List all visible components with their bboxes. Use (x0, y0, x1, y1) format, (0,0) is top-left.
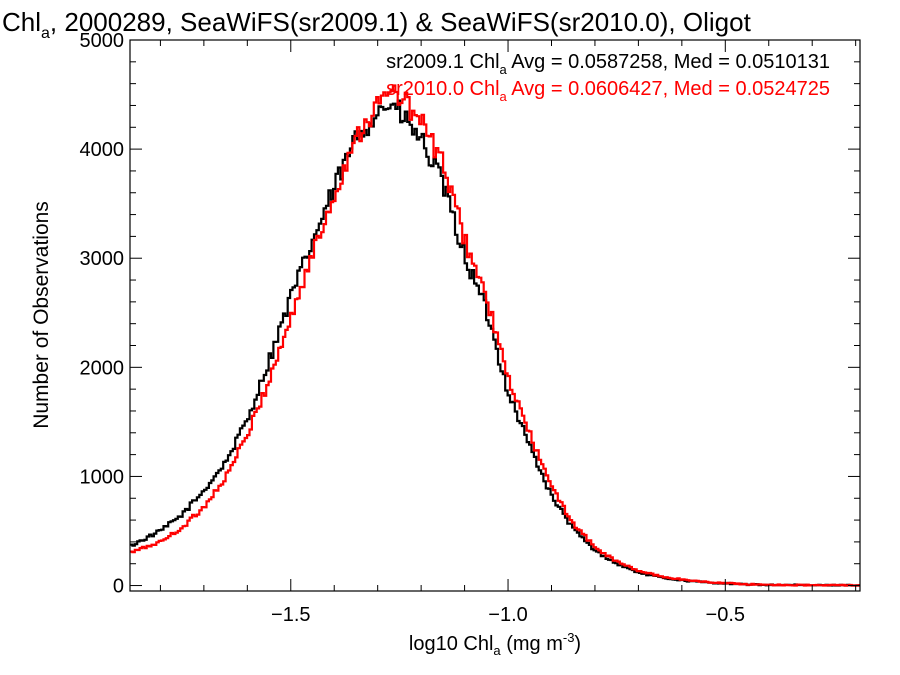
y-tick-label: 2000 (80, 357, 125, 379)
x-axis: −1.5 −1.0 −0.5 (159, 40, 857, 626)
legend-sr2010-subscript: a (500, 89, 508, 104)
x-axis-label-end: ) (574, 633, 581, 655)
y-tick-label: 0 (113, 576, 124, 598)
y-tick-label: 3000 (80, 248, 125, 270)
x-axis-label-units: (mg m (501, 633, 563, 655)
legend-sr2009-stats: Avg = 0.0587258, Med = 0.0510131 (507, 51, 830, 73)
legend-entry-sr2010: sr2010.0 Chla Avg = 0.0606427, Med = 0.0… (386, 78, 830, 104)
y-tick-label: 4000 (80, 139, 125, 161)
legend-sr2009-subscript: a (500, 62, 508, 77)
x-tick-label: −0.5 (706, 604, 745, 626)
chart-title-subscript: a (41, 25, 50, 42)
chart-title: Chla, 2000289, SeaWiFS(sr2009.1) & SeaWi… (2, 7, 752, 42)
legend-sr2010-prefix: sr2010.0 Chl (386, 78, 499, 100)
x-axis-label: log10 Chla (mg m-3) (409, 630, 581, 658)
x-axis-label-superscript: -3 (563, 630, 575, 645)
series-line-sr2009-1 (130, 99, 860, 587)
y-tick-label: 1000 (80, 466, 125, 488)
x-tick-label: −1.0 (488, 604, 527, 626)
y-tick-label: 5000 (80, 30, 125, 52)
series-layer (130, 84, 860, 587)
x-axis-label-subscript: a (493, 643, 501, 658)
x-axis-label-prefix: log10 Chl (409, 633, 494, 655)
y-axis: 0 1000 2000 3000 4000 5000 (80, 30, 860, 598)
chart-title-rest: , 2000289, SeaWiFS(sr2009.1) & SeaWiFS(s… (50, 7, 752, 37)
chart-title-prefix: Chl (2, 7, 41, 37)
legend-sr2009-prefix: sr2009.1 Chl (386, 51, 499, 73)
legend-sr2010-stats: Avg = 0.0606427, Med = 0.0524725 (507, 78, 830, 100)
y-axis-label: Number of Observations (30, 201, 53, 429)
legend-entry-sr2009: sr2009.1 Chla Avg = 0.0587258, Med = 0.0… (386, 51, 830, 77)
plot-frame (129, 39, 861, 592)
series-line-sr2010-0 (130, 84, 860, 587)
x-tick-label: −1.5 (271, 604, 310, 626)
